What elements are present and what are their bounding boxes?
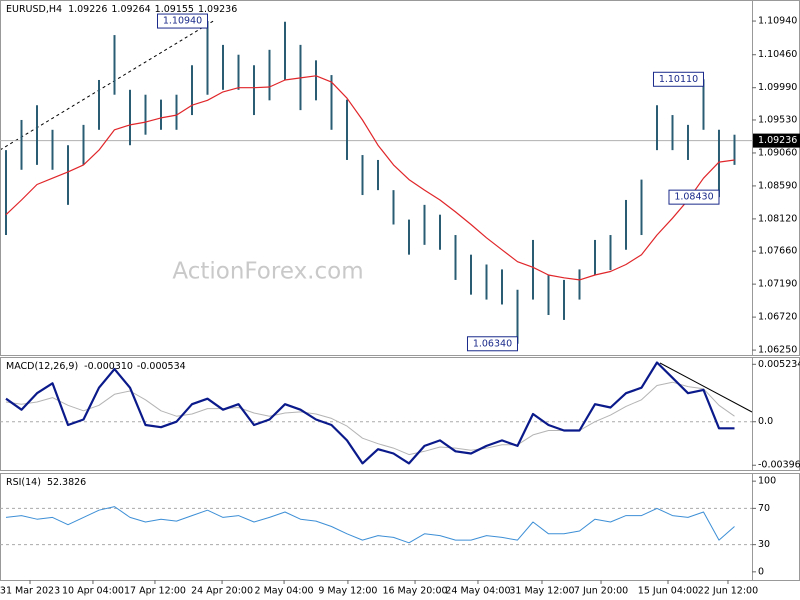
header-value: -0.000534 [137, 361, 186, 372]
y-tick-label: 1.06720 [758, 312, 797, 323]
panel-title: MACD(12,26,9) [6, 361, 78, 372]
watermark: ActionForex.com [172, 259, 363, 285]
annotation-label: 1.10940 [163, 16, 202, 27]
panel-title: EURUSD,H4 [6, 4, 62, 15]
ma-line [5, 75, 735, 281]
annotation-label: 1.10110 [659, 74, 698, 85]
y-tick-label: 100 [758, 476, 776, 487]
y-tick-label: 70 [758, 503, 770, 514]
y-tick-label: 1.07660 [758, 246, 797, 257]
y-tick-label: 1.09060 [758, 147, 797, 158]
y-tick-label: 1.08120 [758, 213, 797, 224]
macd-line [5, 361, 735, 465]
y-tick-label: 0.005234 [758, 359, 800, 370]
rsi-line [5, 506, 735, 544]
x-tick-label: 22 Jun 12:00 [698, 586, 758, 597]
y-tick-label: 1.08590 [758, 180, 797, 191]
x-tick-label: 16 May 20:00 [382, 586, 447, 597]
annotation-label: 1.08430 [674, 192, 713, 203]
annotation-label: 1.06340 [473, 338, 512, 349]
panel-title: RSI(14) [6, 477, 41, 488]
y-tick-label: 0 [758, 566, 764, 577]
annotation-box [668, 189, 720, 205]
current-price-box [753, 133, 800, 148]
panel-header: MACD(12,26,9) -0.000310 -0.000534 [6, 361, 186, 372]
x-tick-label: 31 May 12:00 [509, 586, 574, 597]
y-tick-label: 0.0 [758, 416, 773, 427]
panel-header: RSI(14) 52.3826 [6, 477, 86, 488]
x-tick-label: 31 Mar 2023 [0, 586, 60, 597]
header-value: 1.09264 [111, 4, 150, 15]
panel-header: EURUSD,H4 1.09226 1.09264 1.09155 1.09236 [6, 4, 237, 15]
header-value: 1.09155 [155, 4, 194, 15]
annotation-box [156, 13, 208, 29]
x-tick-label: 10 Apr 04:00 [62, 586, 124, 597]
y-tick-label: 1.10460 [758, 49, 797, 60]
x-tick-label: 9 May 12:00 [318, 586, 377, 597]
x-tick-label: 15 Jun 04:00 [638, 586, 698, 597]
y-tick-label: 1.10940 [758, 16, 797, 27]
x-tick-label: 2 May 04:00 [255, 586, 314, 597]
y-tick-label: -0.003966 [758, 460, 800, 471]
header-value: 52.3826 [47, 477, 86, 488]
trend-line [659, 362, 753, 413]
signal-line [5, 381, 735, 456]
y-tick-label: 1.09530 [758, 114, 797, 125]
x-tick-label: 17 Apr 12:00 [124, 586, 186, 597]
x-tick-label: 7 Jun 20:00 [574, 586, 628, 597]
y-tick-label: 1.07190 [758, 279, 797, 290]
x-tick-label: 24 Apr 20:00 [191, 586, 253, 597]
annotation-box [466, 336, 518, 352]
header-value: 1.09236 [198, 4, 237, 15]
header-value: 1.09226 [68, 4, 107, 15]
y-tick-label: 1.09990 [758, 82, 797, 93]
y-tick-label: 1.06250 [758, 345, 797, 356]
x-tick-label: 24 May 04:00 [445, 586, 510, 597]
header-value: -0.000310 [84, 361, 133, 372]
y-tick-label: 30 [758, 539, 770, 550]
current-price-label: 1.09236 [758, 135, 797, 146]
annotation-box [652, 71, 704, 87]
